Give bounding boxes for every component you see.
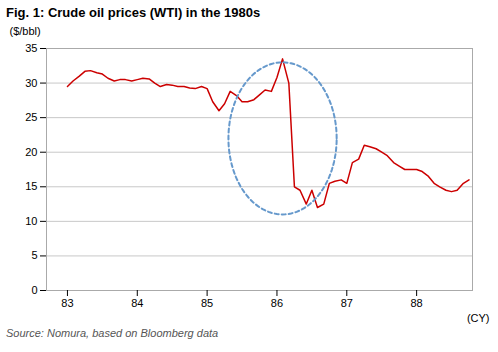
html-text:Fig. 1: Crude oil prices (WTI): Fig. 1: Crude oil prices (WTI) in the 19… xyxy=(6,5,261,20)
svg-text:85: 85 xyxy=(201,297,213,309)
html-text:Source: Nomura, based on Bloom: Source: Nomura, based on Bloomberg data xyxy=(6,327,219,339)
svg-text:86: 86 xyxy=(271,297,283,309)
svg-text:10: 10 xyxy=(25,215,37,227)
svg-text:20: 20 xyxy=(25,146,37,158)
svg-text:88: 88 xyxy=(411,297,423,309)
svg-text:30: 30 xyxy=(25,77,37,89)
svg-text:84: 84 xyxy=(131,297,143,309)
svg-text:35: 35 xyxy=(25,42,37,54)
svg-text:5: 5 xyxy=(31,249,37,261)
svg-text:15: 15 xyxy=(25,180,37,192)
svg-text:(CY): (CY) xyxy=(467,312,490,324)
svg-text:0: 0 xyxy=(31,284,37,296)
svg-text:25: 25 xyxy=(25,111,37,123)
svg-text:83: 83 xyxy=(61,297,73,309)
svg-text:87: 87 xyxy=(341,297,353,309)
svg-text:($/bbl): ($/bbl) xyxy=(10,25,41,37)
